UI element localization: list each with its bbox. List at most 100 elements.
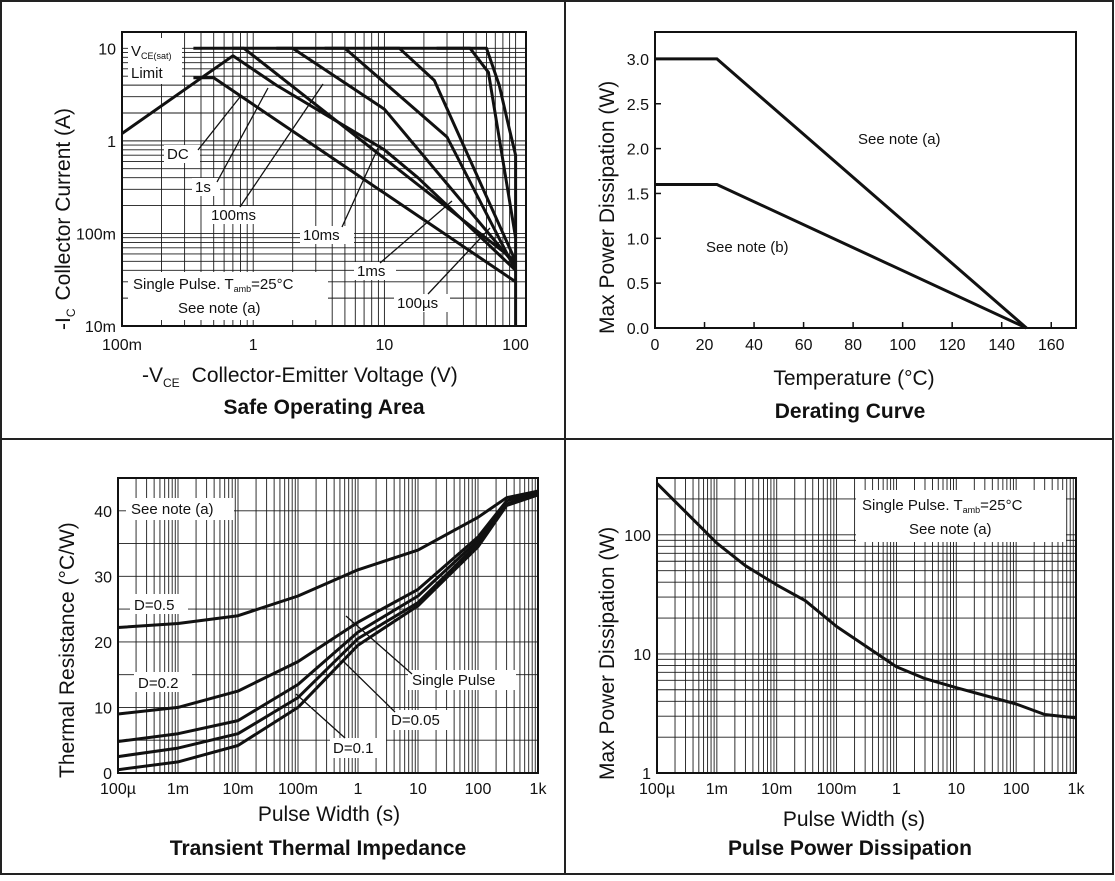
soa-100ms-label: 100ms bbox=[211, 207, 256, 224]
pulse-x-tick-label: 100µ bbox=[639, 781, 675, 798]
pulse-chart-title: Pulse Power Dissipation bbox=[728, 837, 972, 860]
pulse-x-tick-label: 1 bbox=[892, 781, 901, 798]
derating-x-axis-label: Temperature (°C) bbox=[773, 367, 934, 390]
soa-100ms-label-bg bbox=[208, 206, 270, 224]
soa-100ms-leader bbox=[239, 83, 324, 208]
soa-y-axis-label: -ICCollector Current (A) bbox=[52, 108, 78, 330]
pulse-pulse-label: Single Pulse. Tamb=25°C bbox=[862, 497, 1023, 515]
thermal-single-bg bbox=[408, 670, 516, 690]
derating-y-axis-label: Max Power Dissipation (W) bbox=[596, 81, 619, 334]
soa-dc-label-bg bbox=[164, 145, 200, 163]
pulse-y-tick-label: 1 bbox=[642, 766, 651, 783]
thermal-series-line-4 bbox=[117, 493, 539, 772]
thermal-y-axis-label: Thermal Resistance (°C/W) bbox=[56, 522, 79, 778]
soa-x-tick-label: 10 bbox=[376, 337, 394, 354]
thermal-y-tick-label: 40 bbox=[94, 504, 112, 521]
soa-series-line-7 bbox=[193, 46, 518, 326]
pulse-x-tick-label: 10m bbox=[761, 781, 792, 798]
derating-x-tick-label: 100 bbox=[889, 337, 916, 354]
soa-100us-leader bbox=[427, 227, 491, 295]
soa-dc-label: DC bbox=[167, 146, 189, 163]
derating-y-tick-label: 1.0 bbox=[627, 231, 649, 248]
thermal-d005-label: D=0.05 bbox=[391, 712, 440, 729]
thermal-d005-bg bbox=[388, 710, 450, 730]
pulse-note-label: See note (a) bbox=[909, 521, 992, 538]
soa-1ms-label: 1ms bbox=[357, 263, 385, 280]
thermal-d05-label: D=0.5 bbox=[134, 597, 174, 614]
soa-pulse-label: Single Pulse. Tamb=25°C bbox=[133, 276, 294, 294]
soa-vce-label: VCE(sat) bbox=[131, 43, 172, 61]
pulse-x-tick-label: 1k bbox=[1068, 781, 1086, 798]
thermal-panel: 100µ 1m 10m 100m 1 10 100 1k 0 10 20 30 40 See note … bbox=[56, 477, 547, 860]
thermal-series-line-1 bbox=[117, 489, 539, 716]
derating-note-a-label: See note (a) bbox=[858, 131, 941, 148]
derating-y-tick-label: 0.0 bbox=[627, 321, 649, 338]
pulse-y-tick-label: 10 bbox=[633, 647, 651, 664]
derating-series-line-1 bbox=[655, 183, 1028, 330]
pulse-x-tick-label: 100 bbox=[1003, 781, 1030, 798]
thermal-note-label: See note (a) bbox=[131, 501, 214, 518]
derating-x-tick-label: 160 bbox=[1038, 337, 1065, 354]
thermal-d05-bg bbox=[130, 594, 188, 614]
derating-x-tick-label: 0 bbox=[651, 337, 660, 354]
derating-plot-frame bbox=[654, 31, 1077, 329]
soa-1s-leader bbox=[216, 87, 269, 183]
pulse-y-axis-label: Max Power Dissipation (W) bbox=[596, 527, 619, 780]
derating-note-b-bg bbox=[700, 236, 810, 258]
derating-x-tick-label: 20 bbox=[696, 337, 714, 354]
soa-series-line-1 bbox=[193, 76, 517, 284]
soa-note-label: See note (a) bbox=[178, 300, 261, 317]
soa-plot-frame bbox=[121, 31, 527, 327]
pulse-series-line-0 bbox=[655, 482, 1077, 720]
pulse-plot-frame bbox=[656, 477, 1077, 774]
thermal-x-tick-label: 1 bbox=[354, 781, 363, 798]
soa-x-tick-label: 1 bbox=[249, 337, 258, 354]
soa-1ms-leader bbox=[379, 200, 453, 264]
thermal-d02-label: D=0.2 bbox=[138, 675, 178, 692]
thermal-d01-label: D=0.1 bbox=[333, 740, 373, 757]
derating-y-tick-label: 0.5 bbox=[627, 276, 649, 293]
soa-10ms-leader bbox=[341, 147, 379, 228]
derating-note-b-label: See note (b) bbox=[706, 239, 789, 256]
soa-x-tick-label: 100 bbox=[502, 337, 529, 354]
thermal-note-bg bbox=[126, 498, 234, 520]
soa-1ms-label-bg bbox=[354, 262, 396, 280]
pulse-x-tick-label: 100m bbox=[817, 781, 857, 798]
derating-annotations: See note (a) See note (b) bbox=[700, 128, 962, 258]
derating-y-tick-label: 1.5 bbox=[627, 186, 649, 203]
thermal-annotations: See note (a) D=0.5 D=0.2 D=0.1 D=0.05 Si… bbox=[126, 498, 516, 758]
derating-x-tick-label: 120 bbox=[939, 337, 966, 354]
thermal-d01-bg bbox=[330, 738, 386, 758]
pulse-tick-labels: 100µ 1m 10m 100m 1 10 100 1k 1 10 100 bbox=[624, 528, 1085, 798]
pulse-y-tick-label: 100 bbox=[624, 528, 651, 545]
thermal-x-tick-label: 10 bbox=[409, 781, 427, 798]
soa-10ms-label-bg bbox=[300, 226, 354, 244]
soa-y-tick-label: 10m bbox=[85, 319, 116, 336]
derating-chart-title: Derating Curve bbox=[775, 400, 926, 423]
soa-limit-label: Limit bbox=[131, 65, 164, 82]
derating-tick-labels: 0 20 40 60 80 100 120 140 160 0.0 0.5 1.0 1.5 2.0 2.5 3… bbox=[627, 52, 1065, 354]
thermal-x-tick-label: 1m bbox=[167, 781, 189, 798]
thermal-single-leader bbox=[345, 615, 413, 675]
pulse-annotations: Single Pulse. Tamb=25°C See note (a) bbox=[856, 490, 1066, 542]
derating-x-tick-label: 140 bbox=[988, 337, 1015, 354]
soa-1s-label-bg bbox=[192, 178, 220, 196]
pulse-x-tick-label: 1m bbox=[706, 781, 728, 798]
thermal-series bbox=[117, 489, 539, 772]
thermal-y-tick-label: 30 bbox=[94, 569, 112, 586]
thermal-series-line-0 bbox=[117, 489, 539, 629]
derating-x-tick-label: 40 bbox=[745, 337, 763, 354]
derating-series-line-0 bbox=[655, 57, 1028, 330]
soa-dc-leader bbox=[197, 96, 241, 151]
thermal-tick-labels: 100µ 1m 10m 100m 1 10 100 1k 0 10 20 30 40 bbox=[94, 504, 547, 798]
thermal-chart-title: Transient Thermal Impedance bbox=[170, 837, 466, 860]
soa-series bbox=[121, 46, 518, 326]
soa-1s-label: 1s bbox=[195, 179, 211, 196]
pulse-series bbox=[655, 482, 1077, 720]
derating-y-tick-label: 3.0 bbox=[627, 52, 649, 69]
soa-100us-label: 100µs bbox=[397, 295, 438, 312]
